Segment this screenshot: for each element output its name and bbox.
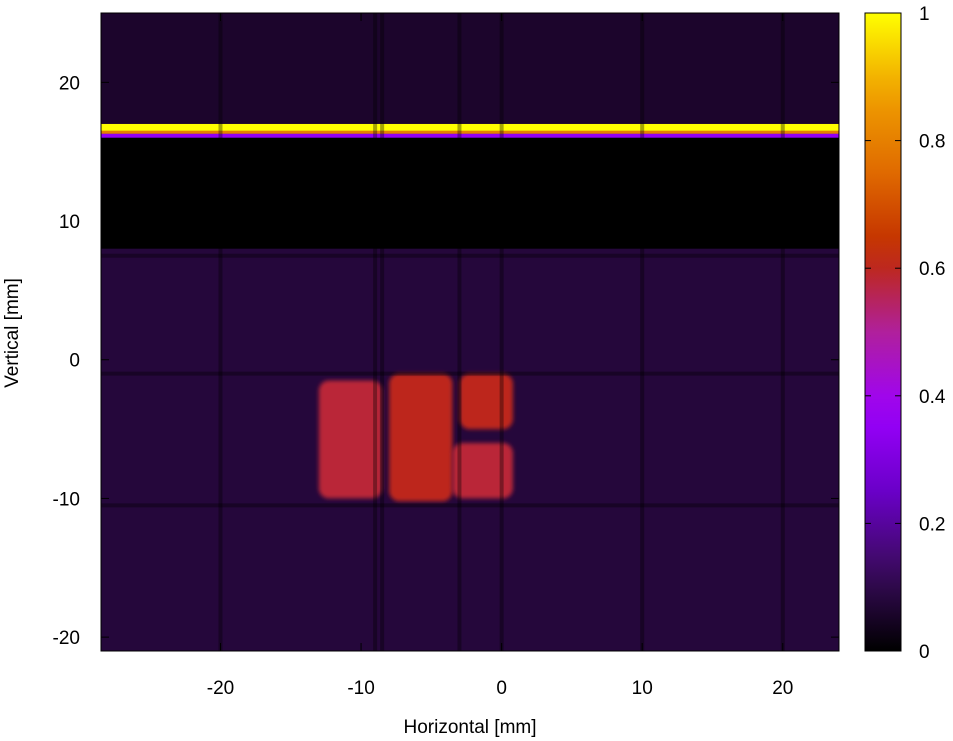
plot-area xyxy=(101,13,839,651)
colorbar-tick-label: 0.4 xyxy=(919,387,946,408)
grid-line-vertical xyxy=(457,13,462,651)
x-tick-label: 0 xyxy=(496,678,507,699)
heatmap-region-dark-band xyxy=(101,137,839,249)
grid-line-vertical xyxy=(640,13,645,651)
plot-frame xyxy=(100,12,840,652)
y-tick-label: 20 xyxy=(59,73,80,94)
x-tick-label: -10 xyxy=(347,678,374,699)
y-axis: -20 -10 0 10 20 xyxy=(53,73,839,649)
colorbar-tick-label: 1 xyxy=(919,4,930,25)
y-axis-label: Vertical [mm] xyxy=(2,278,23,388)
colorbar xyxy=(864,12,902,652)
y-tick-label: -10 xyxy=(53,489,80,510)
heatmap-region-beam-spot-lower-right xyxy=(452,442,513,499)
heatmap-region-beam-spot-center xyxy=(389,373,453,502)
grid-line-vertical xyxy=(380,13,385,651)
y-tick-label: 10 xyxy=(59,212,80,233)
colorbar-tick-label: 0.2 xyxy=(919,514,945,535)
colorbar-tick-label: 0 xyxy=(919,642,930,663)
colorbar-axis: 0 0.2 0.4 0.6 0.8 1 xyxy=(865,4,946,663)
grid-line-vertical xyxy=(373,13,378,651)
y-tick-label: -20 xyxy=(53,628,80,649)
stripe-edge-mid xyxy=(101,130,839,134)
heatmap-region-bright-stripe xyxy=(101,123,839,134)
grid-line-horizontal xyxy=(101,503,839,508)
y-tick-label: 0 xyxy=(69,351,80,372)
colorbar-tick-label: 0.8 xyxy=(919,132,945,153)
x-tick-label: 10 xyxy=(632,678,653,699)
x-axis-label: Horizontal [mm] xyxy=(403,717,536,738)
heatmap-region-beam-spot-left xyxy=(318,380,383,499)
x-tick-label: 20 xyxy=(772,678,793,699)
grid-line-vertical xyxy=(499,13,504,651)
grid-line-vertical xyxy=(218,13,223,651)
x-axis: -20 -10 0 10 20 xyxy=(207,13,793,699)
grid-line-vertical xyxy=(780,13,785,651)
stripe-edge-lower xyxy=(101,133,839,138)
heatmap-region-beam-spot-right xyxy=(459,373,513,430)
grid-line-horizontal xyxy=(101,371,839,376)
grid-line-horizontal xyxy=(101,253,839,258)
x-tick-label: -20 xyxy=(207,678,234,699)
colorbar-tick-label: 0.6 xyxy=(919,259,945,280)
